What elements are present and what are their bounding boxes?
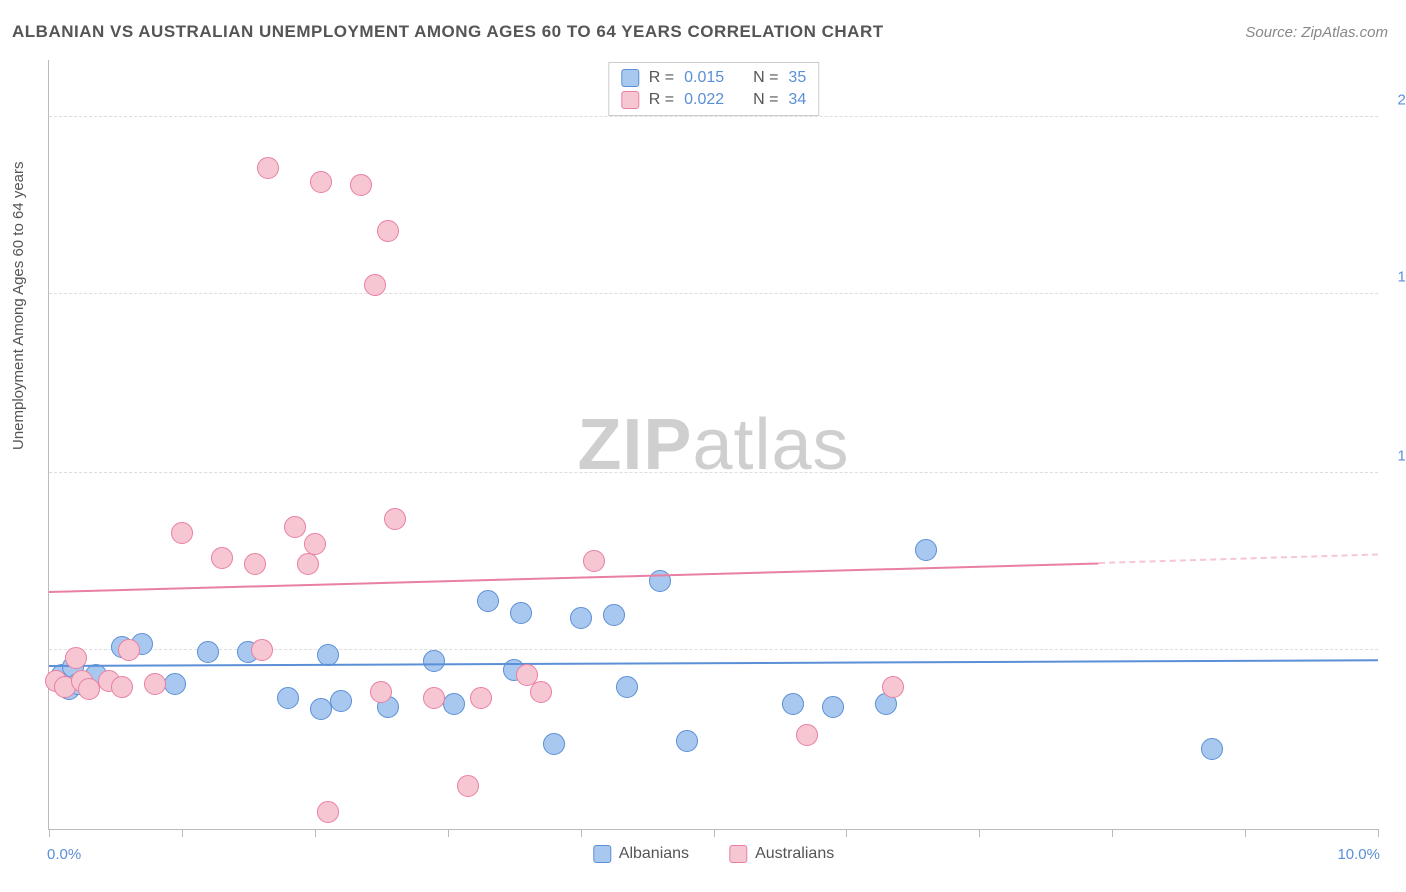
data-point [284,516,306,538]
data-point [530,681,552,703]
data-point [782,693,804,715]
data-point [470,687,492,709]
data-point [317,801,339,823]
x-tick [979,829,980,837]
source-attribution: Source: ZipAtlas.com [1245,24,1388,41]
x-tick [1245,829,1246,837]
r-label: R = [649,69,674,87]
data-point [384,508,406,530]
gridline [49,472,1378,473]
data-point [796,724,818,746]
n-value-australians: 34 [788,91,806,109]
chart-title: ALBANIAN VS AUSTRALIAN UNEMPLOYMENT AMON… [12,22,884,42]
legend-label-australians: Australians [755,845,834,863]
y-axis-title: Unemployment Among Ages 60 to 64 years [10,161,27,450]
swatch-albanians [621,69,639,87]
data-point [310,171,332,193]
legend-item-albanians: Albanians [593,845,689,863]
x-tick [846,829,847,837]
swatch-australians [621,91,639,109]
data-point [603,604,625,626]
trend-line-extension [1099,554,1378,565]
x-axis-min-label: 0.0% [47,846,81,863]
correlation-legend-box: R = 0.015 N = 35 R = 0.022 N = 34 [608,62,819,116]
data-point [111,676,133,698]
x-tick [1378,829,1379,837]
series-legend: Albanians Australians [593,845,834,863]
data-point [78,678,100,700]
x-tick [448,829,449,837]
source-prefix: Source: [1245,24,1301,41]
n-label: N = [753,91,778,109]
gridline [49,116,1378,117]
data-point [65,647,87,669]
data-point [676,730,698,752]
x-tick [1112,829,1113,837]
y-tick-label: 12.5% [1397,447,1406,464]
data-point [304,533,326,555]
data-point [423,650,445,672]
x-tick [182,829,183,837]
data-point [251,639,273,661]
data-point [277,687,299,709]
data-point [377,220,399,242]
legend-row-australians: R = 0.022 N = 34 [621,89,806,111]
legend-label-albanians: Albanians [619,845,689,863]
y-tick-label: 18.8% [1397,268,1406,285]
data-point [1201,738,1223,760]
y-tick-label: 25.0% [1397,91,1406,108]
data-point [370,681,392,703]
data-point [570,607,592,629]
data-point [197,641,219,663]
data-point [211,547,233,569]
data-point [297,553,319,575]
r-value-australians: 0.022 [684,91,724,109]
data-point [915,539,937,561]
data-point [423,687,445,709]
swatch-albanians [593,845,611,863]
x-tick [49,829,50,837]
data-point [257,157,279,179]
data-point [350,174,372,196]
data-point [822,696,844,718]
data-point [882,676,904,698]
data-point [244,553,266,575]
x-tick [315,829,316,837]
n-value-albanians: 35 [788,69,806,87]
data-point [118,639,140,661]
data-point [510,602,532,624]
data-point [364,274,386,296]
data-point [310,698,332,720]
data-point [543,733,565,755]
x-tick [581,829,582,837]
x-tick [714,829,715,837]
legend-item-australians: Australians [729,845,834,863]
gridline [49,293,1378,294]
data-point [330,690,352,712]
data-point [164,673,186,695]
watermark-logo: ZIPatlas [577,404,849,486]
chart-plot-area: ZIPatlas R = 0.015 N = 35 R = 0.022 N = … [48,60,1378,830]
data-point [171,522,193,544]
data-point [457,775,479,797]
legend-row-albanians: R = 0.015 N = 35 [621,67,806,89]
source-link[interactable]: ZipAtlas.com [1301,24,1388,41]
swatch-australians [729,845,747,863]
n-label: N = [753,69,778,87]
data-point [477,590,499,612]
x-axis-max-label: 10.0% [1337,846,1380,863]
r-value-albanians: 0.015 [684,69,724,87]
data-point [583,550,605,572]
data-point [443,693,465,715]
data-point [616,676,638,698]
trend-line [49,562,1099,592]
r-label: R = [649,91,674,109]
data-point [144,673,166,695]
